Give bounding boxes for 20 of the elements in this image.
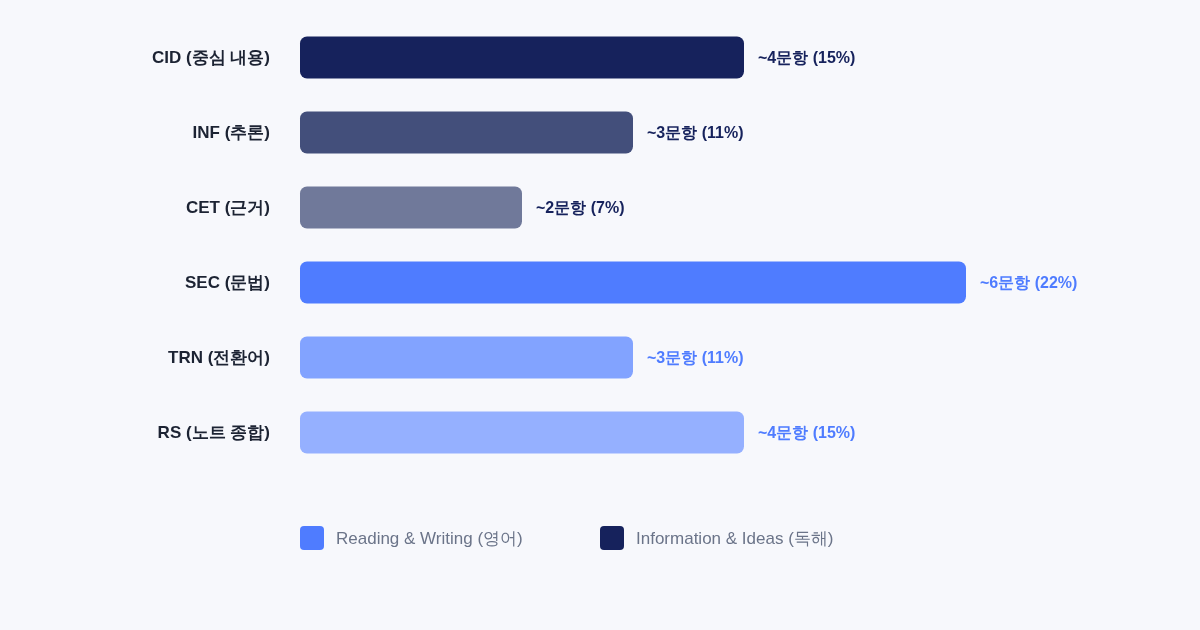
y-tick-label: CET (근거) [185,198,270,218]
data-label: ~3문항 (11%) [647,124,744,142]
y-tick-label: CID (중심 내용) [151,48,270,68]
y-tick-label: SEC (문법) [185,273,270,293]
data-label: ~3문항 (11%) [647,349,744,367]
legend-label: Information & Ideas (독해) [636,528,834,548]
bar [300,36,744,79]
data-label: ~4문항 (15%) [758,424,856,442]
bar [300,336,633,379]
bar [300,411,744,454]
data-label: ~6문항 (22%) [980,274,1078,292]
legend-label: Reading & Writing (영어) [336,528,523,548]
data-label: ~4문항 (15%) [758,49,856,67]
data-label: ~2문항 (7%) [536,199,625,217]
bar [300,186,522,229]
y-tick-label: INF (추론) [192,123,270,143]
y-tick-label: RS (노트 종합) [157,423,270,443]
bar [300,261,966,304]
y-tick-label: TRN (전환어) [168,348,270,368]
bar [300,111,633,154]
